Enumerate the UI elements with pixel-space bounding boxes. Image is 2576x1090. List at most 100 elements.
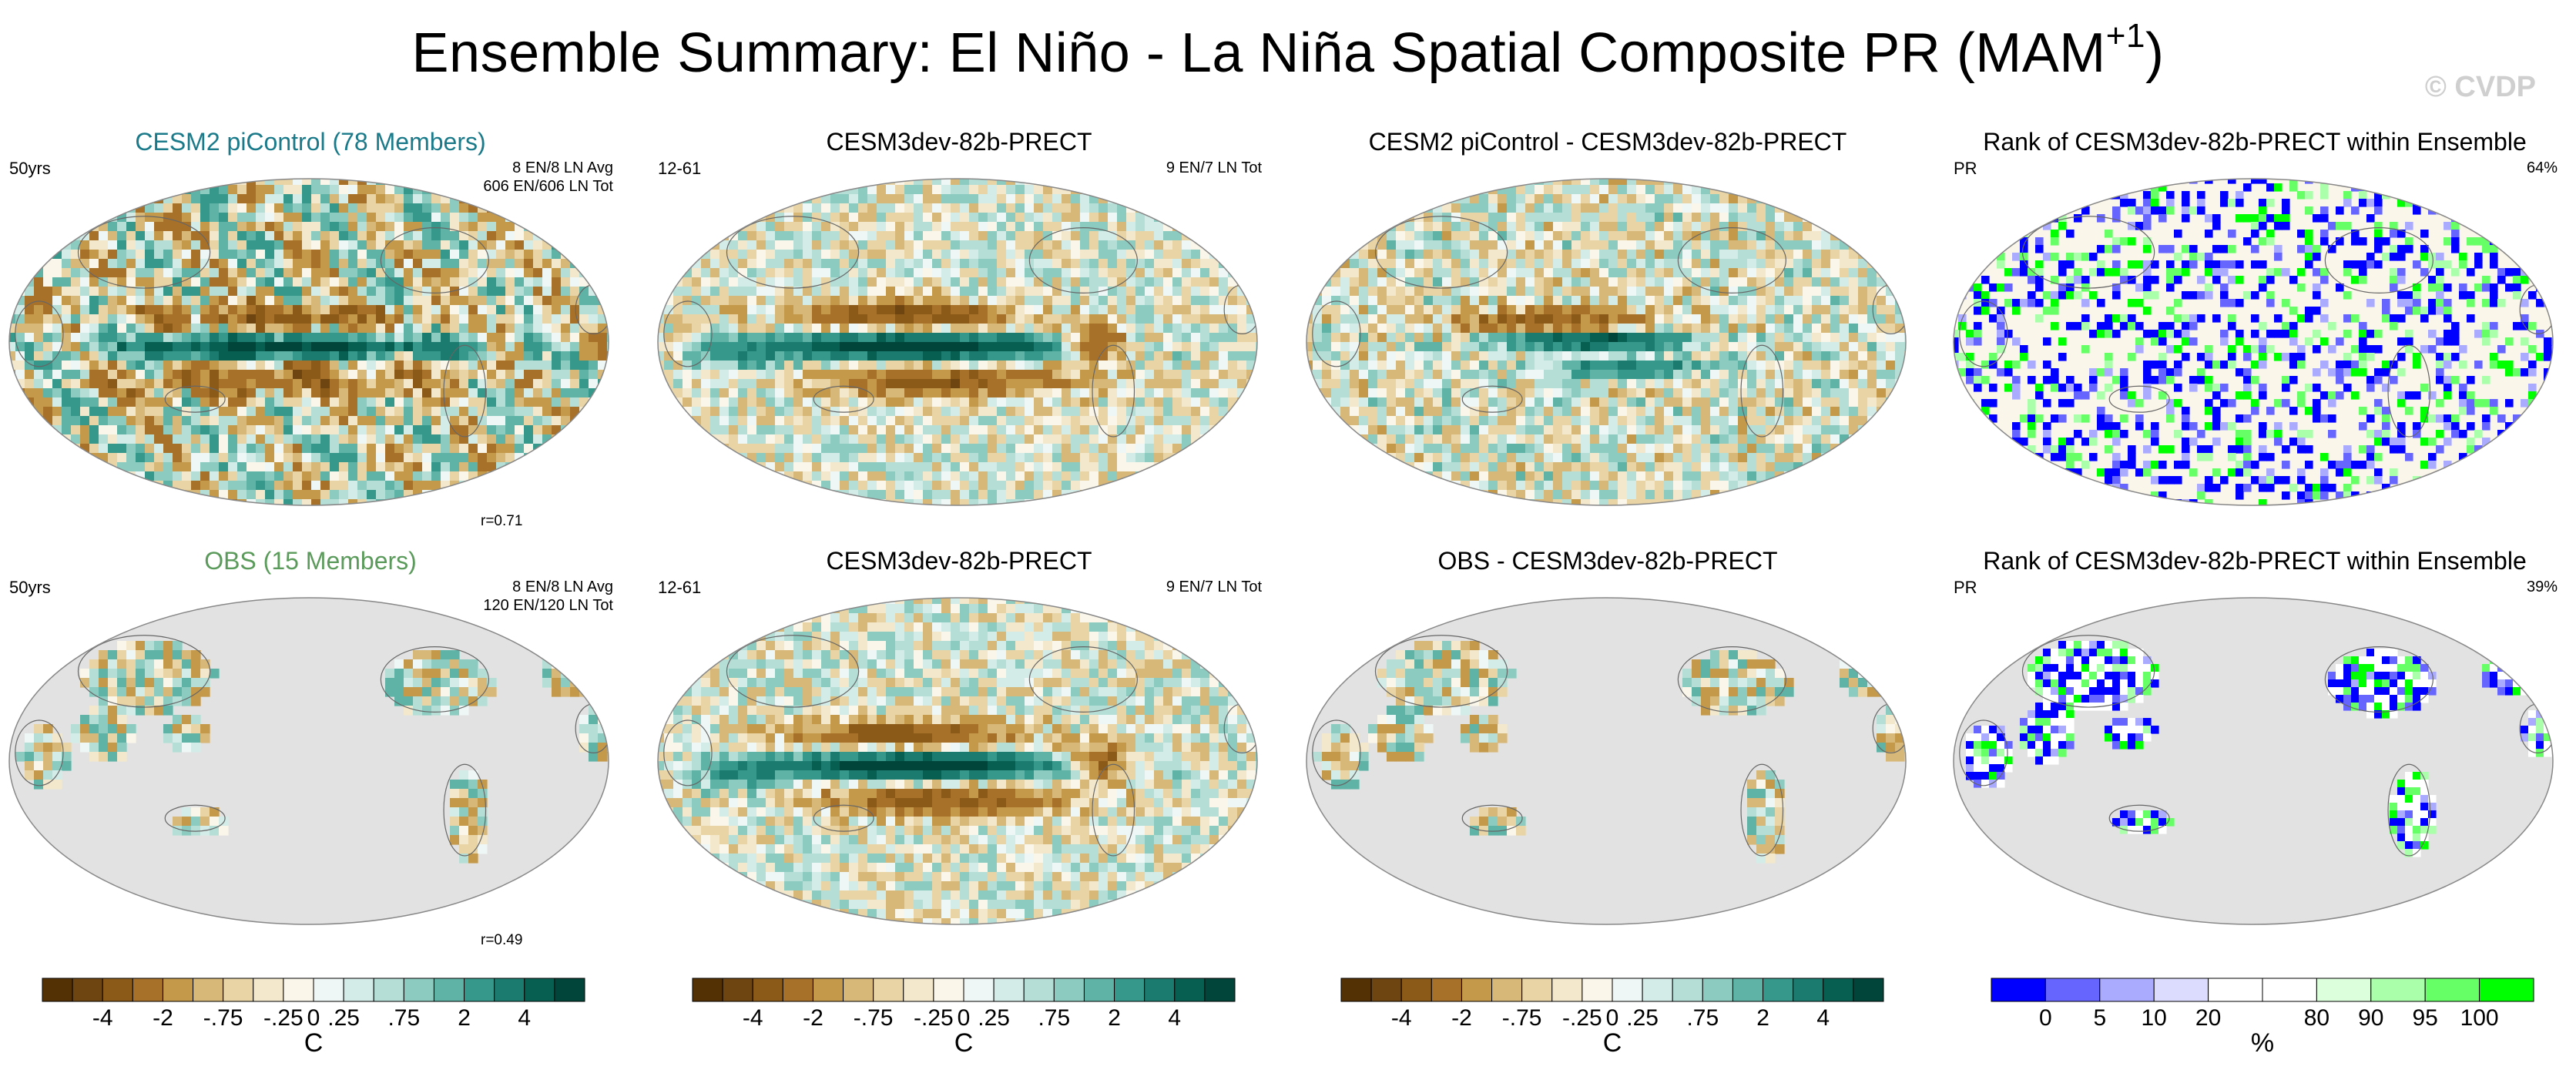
- colorbar-swatch: [1341, 978, 1371, 1001]
- colorbar-tick-label: -4: [722, 1005, 783, 1031]
- colorbar-swatch: [525, 978, 555, 1001]
- colorbar-tick-label: 0: [2014, 1005, 2076, 1031]
- colorbar-swatch: [1205, 978, 1235, 1001]
- colorbar-swatch: [102, 978, 132, 1001]
- colorbar-swatch: [1823, 978, 1853, 1001]
- colorbar-tick-label: .75: [373, 1005, 434, 1031]
- colorbar-swatch: [1612, 978, 1642, 1001]
- colorbar-tick-label: 95: [2394, 1005, 2456, 1031]
- colorbar-tick-label: .25: [1612, 1005, 1673, 1031]
- colorbar-tick-label: .25: [313, 1005, 374, 1031]
- map-plot: [655, 176, 1260, 508]
- colorbar-swatch: [314, 978, 344, 1001]
- colorbar-tick-label: 20: [2178, 1005, 2239, 1031]
- map-plot: [1303, 176, 1909, 508]
- map-panel: Rank of CESM3dev-82b-PRECT within Ensemb…: [1950, 128, 2559, 536]
- colorbar-swatches: [42, 978, 587, 1004]
- colorbar-unit: C: [275, 1028, 352, 1058]
- colorbar-tick-label: 80: [2286, 1005, 2347, 1031]
- colorbar-swatch: [163, 978, 193, 1001]
- colorbar-tick-label: .25: [963, 1005, 1025, 1031]
- colorbar-swatch: [2100, 978, 2154, 1001]
- colorbar-swatch: [1431, 978, 1461, 1001]
- colorbar-swatch: [1115, 978, 1145, 1001]
- colorbar-swatch: [2480, 978, 2534, 1001]
- colorbar-swatch: [1642, 978, 1672, 1001]
- colorbar-tick-label: -2: [782, 1005, 844, 1031]
- panel-right-label: 9 EN/7 LN Tot: [1166, 578, 1262, 596]
- colorbar-swatch: [404, 978, 434, 1001]
- colorbar-swatch: [2425, 978, 2479, 1001]
- panel-title: OBS - CESM3dev-82b-PRECT: [1303, 547, 1912, 575]
- colorbar-tick-label: .75: [1023, 1005, 1085, 1031]
- map-panel: OBS - CESM3dev-82b-PRECT: [1303, 547, 1912, 955]
- colorbar-swatch: [1461, 978, 1491, 1001]
- panel-title: CESM3dev-82b-PRECT: [655, 128, 1263, 156]
- colorbar-swatches: [1991, 978, 2536, 1004]
- panel-title: Rank of CESM3dev-82b-PRECT within Ensemb…: [1950, 128, 2559, 156]
- colorbar-swatch: [1145, 978, 1175, 1001]
- map-field: [655, 176, 1260, 508]
- colorbar-swatch: [1024, 978, 1054, 1001]
- map-field: [6, 595, 612, 927]
- panel-right-line: 39%: [2527, 578, 2558, 596]
- panel-title: Rank of CESM3dev-82b-PRECT within Ensemb…: [1950, 547, 2559, 575]
- colorbar-swatch: [693, 978, 723, 1001]
- colorbar-swatch: [904, 978, 934, 1001]
- colorbar-swatch: [2371, 978, 2425, 1001]
- panel-right-line: 64%: [2527, 159, 2558, 177]
- colorbar-swatch: [253, 978, 283, 1001]
- colorbar-swatch: [1054, 978, 1084, 1001]
- colorbar-swatch: [465, 978, 495, 1001]
- colorbar-tick-label: 5: [2069, 1005, 2131, 1031]
- colorbar-swatch: [964, 978, 994, 1001]
- map-panel: Rank of CESM3dev-82b-PRECT within Ensemb…: [1950, 547, 2559, 955]
- colorbar-tick-label: 90: [2340, 1005, 2402, 1031]
- colorbar-swatch: [344, 978, 374, 1001]
- map-plot: [655, 595, 1260, 927]
- colorbar-tick-label: 2: [1084, 1005, 1145, 1031]
- colorbar-swatch: [1401, 978, 1431, 1001]
- colorbar-swatch: [283, 978, 314, 1001]
- panel-right-label: 9 EN/7 LN Tot: [1166, 159, 1262, 177]
- colorbar-swatch: [1175, 978, 1205, 1001]
- map-panel: CESM2 piControl - CESM3dev-82b-PRECT: [1303, 128, 1912, 536]
- colorbar-unit: %: [2224, 1028, 2301, 1058]
- colorbar-tick-label: -4: [1370, 1005, 1432, 1031]
- panel-right-label: 39%: [2527, 578, 2558, 596]
- colorbar-tick-label: -.75: [843, 1005, 904, 1031]
- colorbar-swatch: [1763, 978, 1793, 1001]
- colorbar-swatch: [193, 978, 223, 1001]
- colorbar-swatches: [692, 978, 1237, 1004]
- page-title: Ensemble Summary: El Niño - La Niña Spat…: [0, 22, 2576, 85]
- colorbar-swatch: [1492, 978, 1522, 1001]
- colorbar-swatch: [72, 978, 102, 1001]
- colorbar-swatch: [1991, 978, 2045, 1001]
- colorbar-swatch: [2209, 978, 2262, 1001]
- colorbar-tick-label: 2: [434, 1005, 495, 1031]
- panel-title: CESM2 piControl (78 Members): [6, 128, 615, 156]
- colorbar-swatch: [1582, 978, 1612, 1001]
- panel-right-line: 9 EN/7 LN Tot: [1166, 159, 1262, 177]
- colorbar-swatch: [723, 978, 753, 1001]
- colorbar-swatch: [1552, 978, 1582, 1001]
- colorbar-tick-label: 100: [2449, 1005, 2511, 1031]
- colorbar-swatch: [874, 978, 904, 1001]
- colorbar-swatch: [434, 978, 464, 1001]
- colorbar-tick-label: 4: [1144, 1005, 1206, 1031]
- colorbar-swatch: [994, 978, 1024, 1001]
- panel-right-line: 9 EN/7 LN Tot: [1166, 578, 1262, 596]
- colorbar-swatch: [753, 978, 783, 1001]
- colorbar-tick-label: -2: [1431, 1005, 1492, 1031]
- watermark: © CVDP: [2425, 71, 2536, 104]
- colorbar-swatch: [374, 978, 404, 1001]
- colorbar-swatches: [1340, 978, 1886, 1004]
- map-plot: [6, 176, 612, 508]
- colorbar-swatch: [1522, 978, 1552, 1001]
- colorbar-swatch: [934, 978, 964, 1001]
- colorbar-swatch: [2045, 978, 2099, 1001]
